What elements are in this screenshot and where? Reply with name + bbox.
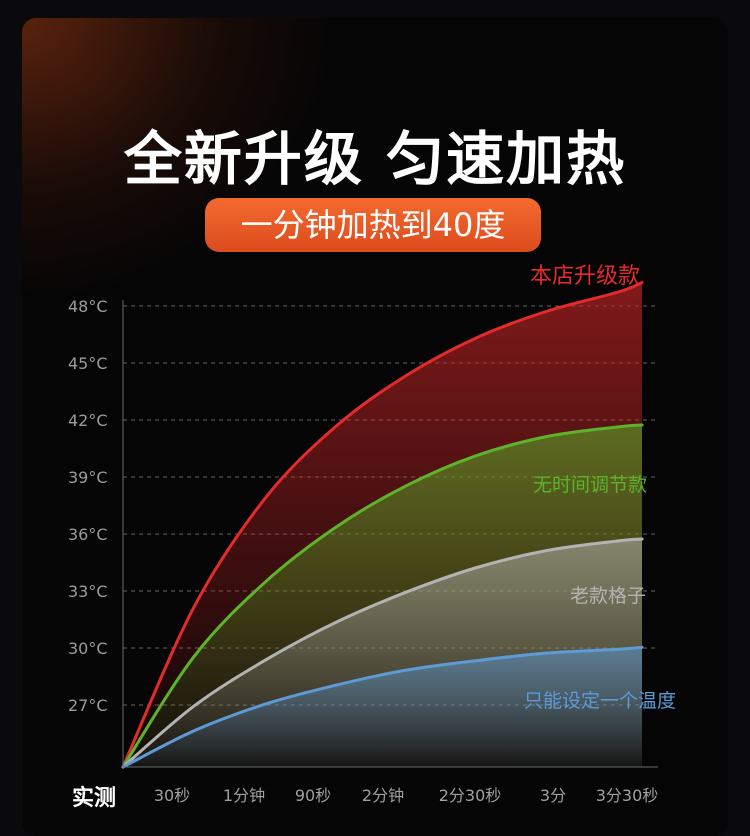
x-axis-title: 实测 xyxy=(72,785,116,811)
headline: 全新升级 匀速加热 xyxy=(123,125,627,193)
y-tick-label: 36°C xyxy=(68,525,108,544)
series-line xyxy=(121,645,644,769)
series-label: 只能设定一个温度 xyxy=(524,690,676,712)
y-tick-label: 39°C xyxy=(68,468,108,487)
series-lines xyxy=(121,281,644,769)
series-label: 老款格子 xyxy=(570,585,646,607)
x-tick-label: 2分钟 xyxy=(362,786,404,805)
y-tick-label: 33°C xyxy=(68,582,108,601)
series-label: 本店升级款 xyxy=(530,264,640,289)
x-tick-label: 3分30秒 xyxy=(596,786,659,805)
series-line xyxy=(121,281,644,769)
series-label: 无时间调节款 xyxy=(533,474,647,496)
y-tick-label: 30°C xyxy=(68,639,108,658)
x-tick-label: 30秒 xyxy=(154,786,190,805)
axes xyxy=(122,300,658,768)
series-line xyxy=(121,537,644,769)
x-tick-labels: 实测 30秒 1分钟 90秒 2分钟 2分30秒 3分 3分30秒 xyxy=(72,785,658,811)
y-tick-label: 27°C xyxy=(68,696,108,715)
x-tick-label: 1分钟 xyxy=(223,786,265,805)
y-tick-label: 45°C xyxy=(68,354,108,373)
x-tick-label: 3分 xyxy=(540,786,566,805)
series-line xyxy=(121,423,644,769)
y-tick-label: 48°C xyxy=(68,297,108,316)
series-areas xyxy=(123,282,642,767)
x-tick-label: 2分30秒 xyxy=(439,786,502,805)
x-tick-label: 90秒 xyxy=(295,786,331,805)
y-tick-label: 42°C xyxy=(68,411,108,430)
series-area xyxy=(123,647,642,767)
y-tick-labels: 27°C 30°C 33°C 36°C 39°C 42°C 45°C 48°C xyxy=(68,297,108,715)
subtitle-badge: 一分钟加热到40度 xyxy=(205,198,541,252)
